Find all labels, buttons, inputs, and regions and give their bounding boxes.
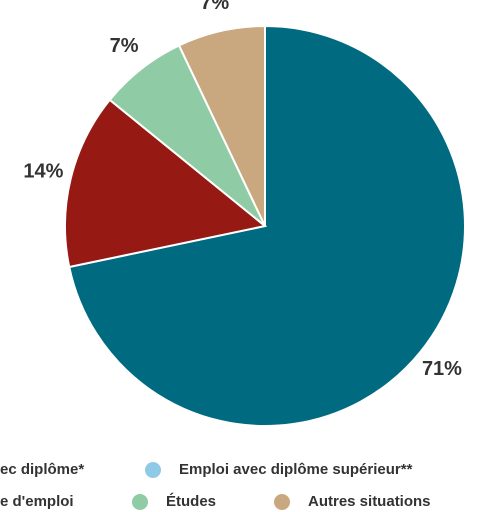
- pie-slice: [64, 98, 268, 269]
- legend-label: Études: [166, 493, 216, 510]
- legend-marker: [145, 462, 161, 478]
- value-label: 14%: [23, 161, 63, 183]
- value-label: 71%: [422, 358, 462, 380]
- value-label: 7%: [200, 0, 229, 14]
- pie-slice: [68, 24, 466, 427]
- legend-label: Autres situations: [308, 493, 431, 510]
- pie-slice: [177, 24, 266, 227]
- legend-label: e d'emploi: [0, 493, 74, 510]
- legend-marker: [274, 494, 290, 510]
- value-label: 7%: [110, 35, 139, 57]
- legend-label: Emploi avec diplôme supérieur**: [179, 461, 413, 478]
- legend-label: ec diplôme*: [0, 461, 84, 478]
- legend-marker: [132, 494, 148, 510]
